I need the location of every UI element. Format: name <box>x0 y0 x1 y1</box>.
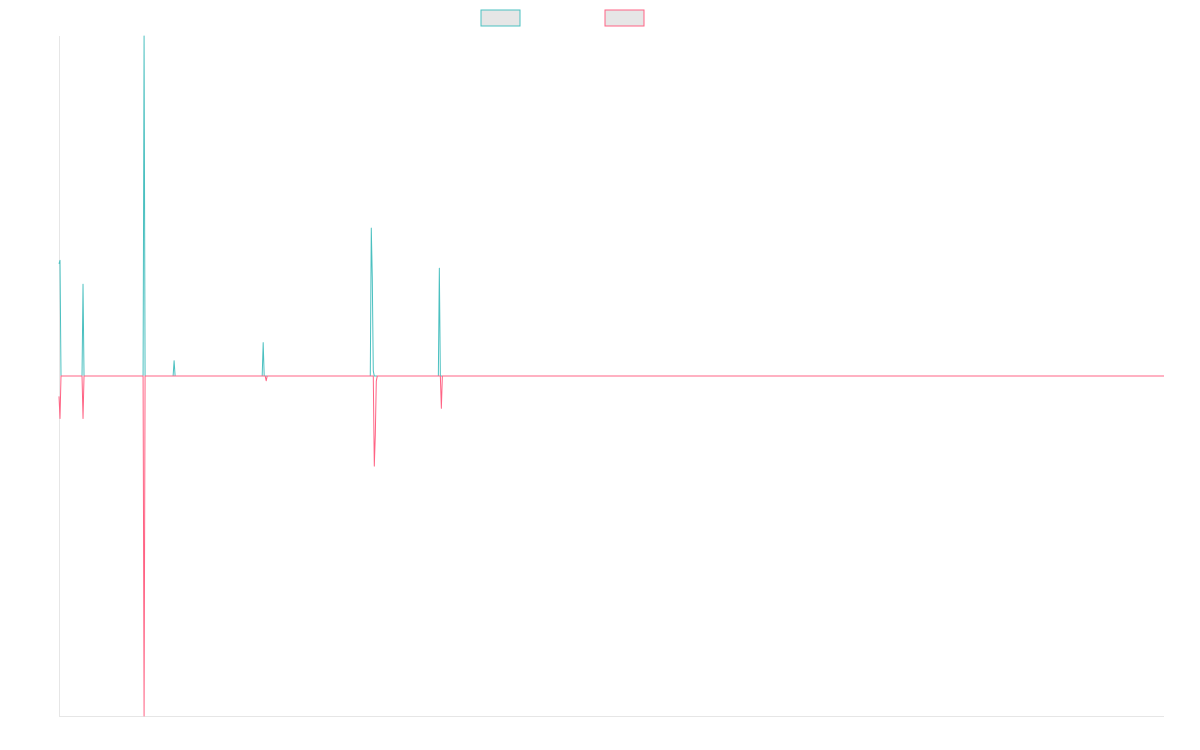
legend-swatch-series-2[interactable] <box>604 9 645 27</box>
series-layer <box>58 35 1164 717</box>
series-line-1[interactable] <box>58 35 1164 377</box>
series-line-2[interactable] <box>58 375 1164 717</box>
legend-swatch-series-1[interactable] <box>480 9 521 27</box>
legend <box>480 9 645 27</box>
